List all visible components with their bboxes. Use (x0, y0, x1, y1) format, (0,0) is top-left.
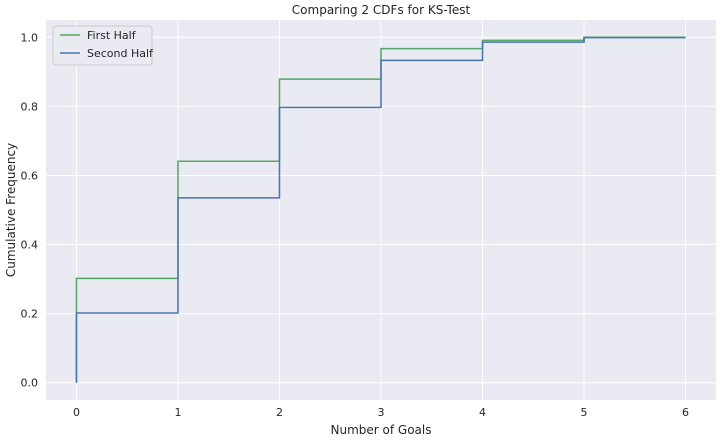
x-tick-label: 5 (581, 406, 588, 419)
y-axis-label: Cumulative Frequency (4, 143, 18, 277)
x-axis-label: Number of Goals (331, 423, 432, 437)
y-tick-label: 0.4 (21, 239, 39, 252)
x-tick-label: 6 (682, 406, 689, 419)
x-tick-label: 3 (378, 406, 385, 419)
legend-label-first-half: First Half (87, 29, 137, 42)
y-tick-label: 1.0 (21, 31, 39, 44)
y-tick-label: 0.6 (21, 169, 39, 182)
x-tick-label: 1 (174, 406, 181, 419)
chart-title: Comparing 2 CDFs for KS-Test (292, 3, 471, 17)
legend: First Half Second Half (52, 25, 154, 66)
x-tick-label: 0 (73, 406, 80, 419)
y-tick-label: 0.8 (21, 100, 39, 113)
series-line-second-half (75, 36, 686, 383)
y-tick-label: 0.0 (21, 377, 39, 390)
series-layer (75, 36, 686, 383)
tick-labels: 0 1 2 3 4 5 6 0.0 0.2 0.4 0.6 0.8 1.0 (21, 31, 690, 419)
y-tick-label: 0.2 (21, 308, 39, 321)
legend-label-second-half: Second Half (87, 47, 154, 60)
x-tick-label: 4 (479, 406, 486, 419)
x-tick-label: 2 (276, 406, 283, 419)
